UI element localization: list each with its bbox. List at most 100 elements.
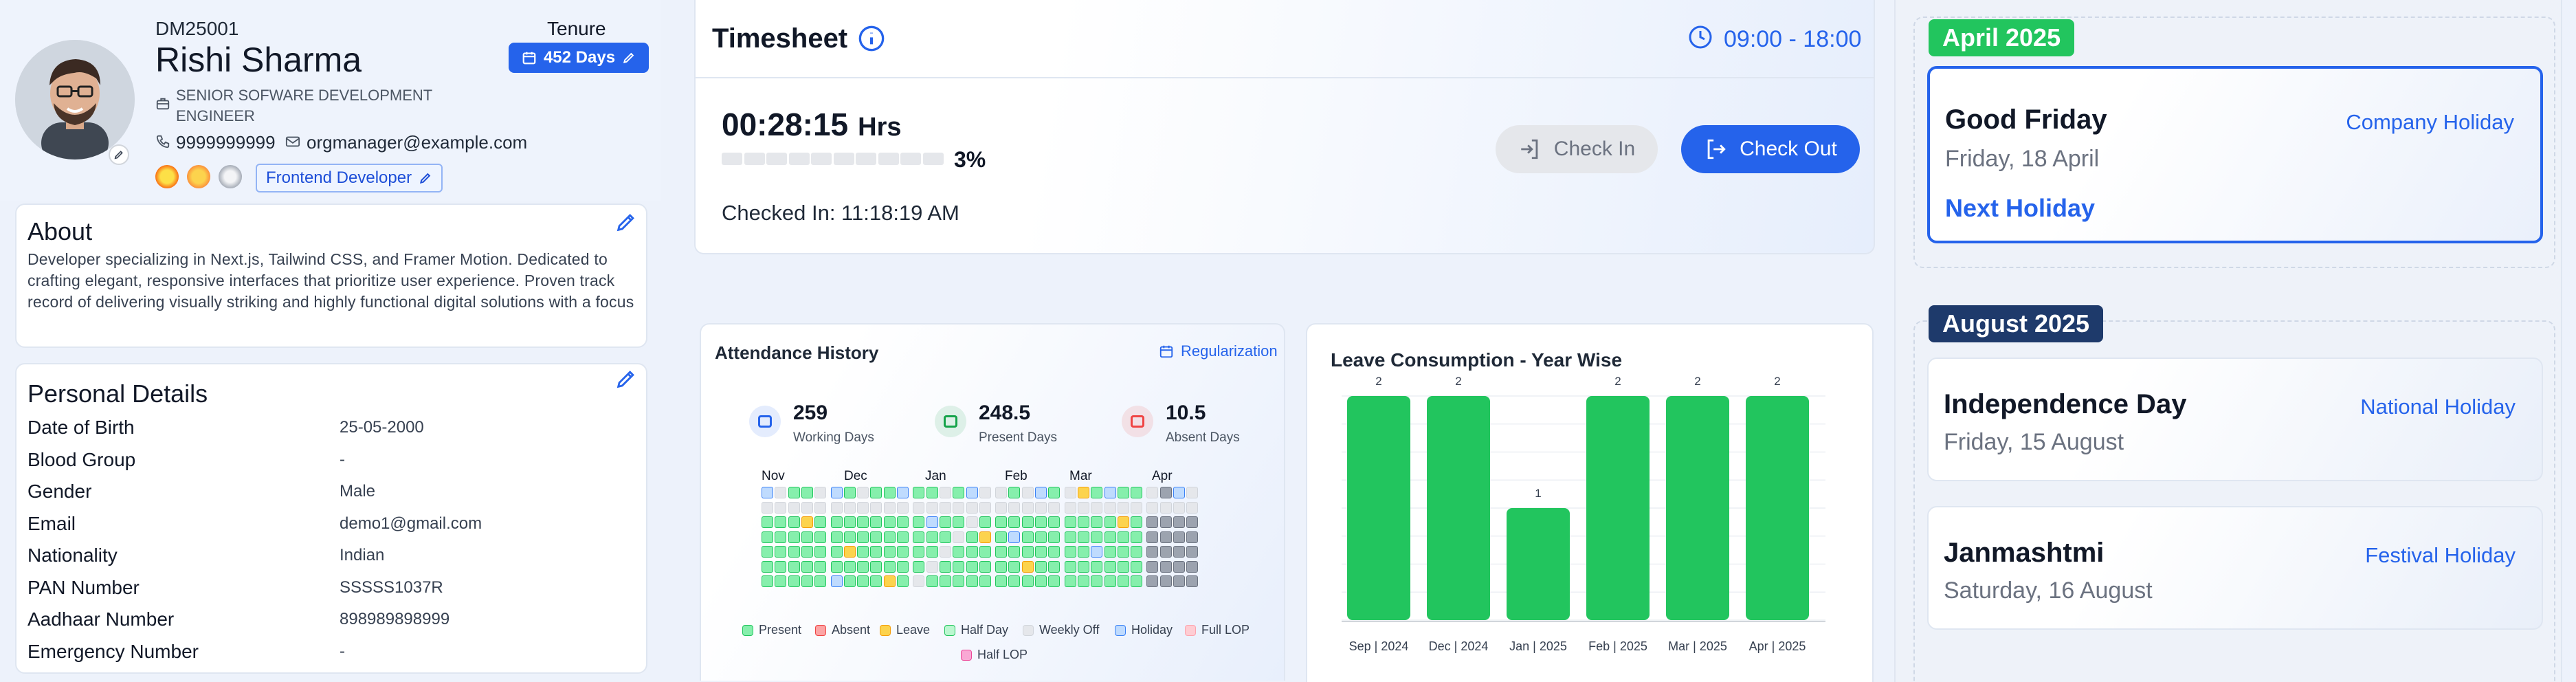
attendance-day-cell[interactable] xyxy=(870,560,882,573)
attendance-day-cell[interactable] xyxy=(1077,560,1089,573)
attendance-day-cell[interactable] xyxy=(1117,516,1129,528)
attendance-day-cell[interactable] xyxy=(830,546,843,558)
attendance-day-cell[interactable] xyxy=(1091,487,1103,498)
attendance-day-cell[interactable] xyxy=(1131,516,1143,528)
attendance-day-cell[interactable] xyxy=(857,546,869,558)
attendance-day-cell[interactable] xyxy=(1064,516,1076,528)
attendance-day-cell[interactable] xyxy=(1035,516,1047,528)
attendance-day-cell[interactable] xyxy=(870,501,882,514)
attendance-day-cell[interactable] xyxy=(870,546,882,558)
attendance-day-cell[interactable] xyxy=(788,575,800,587)
attendance-day-cell[interactable] xyxy=(1048,501,1061,514)
attendance-day-cell[interactable] xyxy=(1021,487,1034,498)
attendance-day-cell[interactable] xyxy=(1186,575,1199,587)
attendance-day-cell[interactable] xyxy=(788,560,800,573)
attendance-day-cell[interactable] xyxy=(953,516,965,528)
attendance-day-cell[interactable] xyxy=(1035,531,1047,543)
attendance-day-cell[interactable] xyxy=(830,560,843,573)
holiday-card[interactable]: Janmashtmi Saturday, 16 August Festival … xyxy=(1927,506,2543,630)
attendance-day-cell[interactable] xyxy=(762,575,773,587)
attendance-day-cell[interactable] xyxy=(1091,546,1103,558)
attendance-day-cell[interactable] xyxy=(1008,546,1021,558)
attendance-day-cell[interactable] xyxy=(1146,487,1159,498)
check-in-button[interactable]: Check In xyxy=(1496,125,1658,173)
attendance-day-cell[interactable] xyxy=(1186,531,1199,543)
attendance-day-cell[interactable] xyxy=(1104,560,1116,573)
attendance-day-cell[interactable] xyxy=(939,501,951,514)
attendance-day-cell[interactable] xyxy=(1021,546,1034,558)
attendance-day-cell[interactable] xyxy=(1186,546,1199,558)
attendance-day-cell[interactable] xyxy=(897,516,909,528)
attendance-day-cell[interactable] xyxy=(883,531,896,543)
attendance-day-cell[interactable] xyxy=(1186,560,1199,573)
attendance-day-cell[interactable] xyxy=(1173,575,1185,587)
attendance-day-cell[interactable] xyxy=(814,516,827,528)
attendance-day-cell[interactable] xyxy=(762,516,773,528)
attendance-day-cell[interactable] xyxy=(1104,575,1116,587)
attendance-day-cell[interactable] xyxy=(1008,487,1021,498)
attendance-day-cell[interactable] xyxy=(843,575,856,587)
attendance-day-cell[interactable] xyxy=(1104,501,1116,514)
attendance-day-cell[interactable] xyxy=(966,531,978,543)
attendance-day-cell[interactable] xyxy=(1117,575,1129,587)
attendance-day-cell[interactable] xyxy=(775,516,787,528)
attendance-day-cell[interactable] xyxy=(1064,531,1076,543)
attendance-day-cell[interactable] xyxy=(843,501,856,514)
attendance-day-cell[interactable] xyxy=(1117,560,1129,573)
holiday-card[interactable]: Independence Day Friday, 15 August Natio… xyxy=(1927,358,2543,481)
regularization-link[interactable]: Regularization xyxy=(1159,342,1278,360)
attendance-day-cell[interactable] xyxy=(1173,516,1185,528)
attendance-day-cell[interactable] xyxy=(1173,546,1185,558)
attendance-day-cell[interactable] xyxy=(1077,531,1089,543)
attendance-day-cell[interactable] xyxy=(913,560,925,573)
attendance-day-cell[interactable] xyxy=(953,531,965,543)
attendance-day-cell[interactable] xyxy=(926,531,938,543)
attendance-day-cell[interactable] xyxy=(913,531,925,543)
attendance-day-cell[interactable] xyxy=(966,575,978,587)
attendance-day-cell[interactable] xyxy=(1077,516,1089,528)
attendance-day-cell[interactable] xyxy=(979,560,991,573)
attendance-day-cell[interactable] xyxy=(1064,501,1076,514)
attendance-day-cell[interactable] xyxy=(939,487,951,498)
attendance-day-cell[interactable] xyxy=(1064,560,1076,573)
attendance-day-cell[interactable] xyxy=(1146,546,1159,558)
attendance-day-cell[interactable] xyxy=(830,487,843,498)
attendance-day-cell[interactable] xyxy=(1035,501,1047,514)
attendance-day-cell[interactable] xyxy=(843,487,856,498)
attendance-day-cell[interactable] xyxy=(762,487,773,498)
attendance-day-cell[interactable] xyxy=(870,531,882,543)
attendance-day-cell[interactable] xyxy=(1131,487,1143,498)
attendance-day-cell[interactable] xyxy=(1064,487,1076,498)
attendance-day-cell[interactable] xyxy=(1091,575,1103,587)
attendance-day-cell[interactable] xyxy=(1048,487,1061,498)
attendance-day-cell[interactable] xyxy=(857,487,869,498)
attendance-day-cell[interactable] xyxy=(788,516,800,528)
attendance-day-cell[interactable] xyxy=(1159,501,1172,514)
attendance-day-cell[interactable] xyxy=(1131,575,1143,587)
attendance-day-cell[interactable] xyxy=(1048,516,1061,528)
edit-icon[interactable] xyxy=(614,210,638,234)
attendance-day-cell[interactable] xyxy=(979,501,991,514)
attendance-day-cell[interactable] xyxy=(1159,560,1172,573)
attendance-day-cell[interactable] xyxy=(953,501,965,514)
attendance-day-cell[interactable] xyxy=(995,516,1008,528)
attendance-day-cell[interactable] xyxy=(1048,546,1061,558)
attendance-day-cell[interactable] xyxy=(1091,501,1103,514)
attendance-day-cell[interactable] xyxy=(883,516,896,528)
attendance-day-cell[interactable] xyxy=(843,516,856,528)
attendance-day-cell[interactable] xyxy=(966,546,978,558)
attendance-day-cell[interactable] xyxy=(1117,487,1129,498)
attendance-day-cell[interactable] xyxy=(953,560,965,573)
attendance-day-cell[interactable] xyxy=(883,546,896,558)
next-holiday-card[interactable]: Good Friday Friday, 18 April Company Hol… xyxy=(1927,66,2543,243)
attendance-day-cell[interactable] xyxy=(1008,516,1021,528)
attendance-day-cell[interactable] xyxy=(953,575,965,587)
attendance-day-cell[interactable] xyxy=(979,531,991,543)
attendance-day-cell[interactable] xyxy=(913,501,925,514)
attendance-day-cell[interactable] xyxy=(913,487,925,498)
check-out-button[interactable]: Check Out xyxy=(1681,125,1860,173)
attendance-day-cell[interactable] xyxy=(913,516,925,528)
tenure-badge[interactable]: 452 Days xyxy=(509,43,649,73)
attendance-day-cell[interactable] xyxy=(1186,501,1199,514)
attendance-day-cell[interactable] xyxy=(843,560,856,573)
